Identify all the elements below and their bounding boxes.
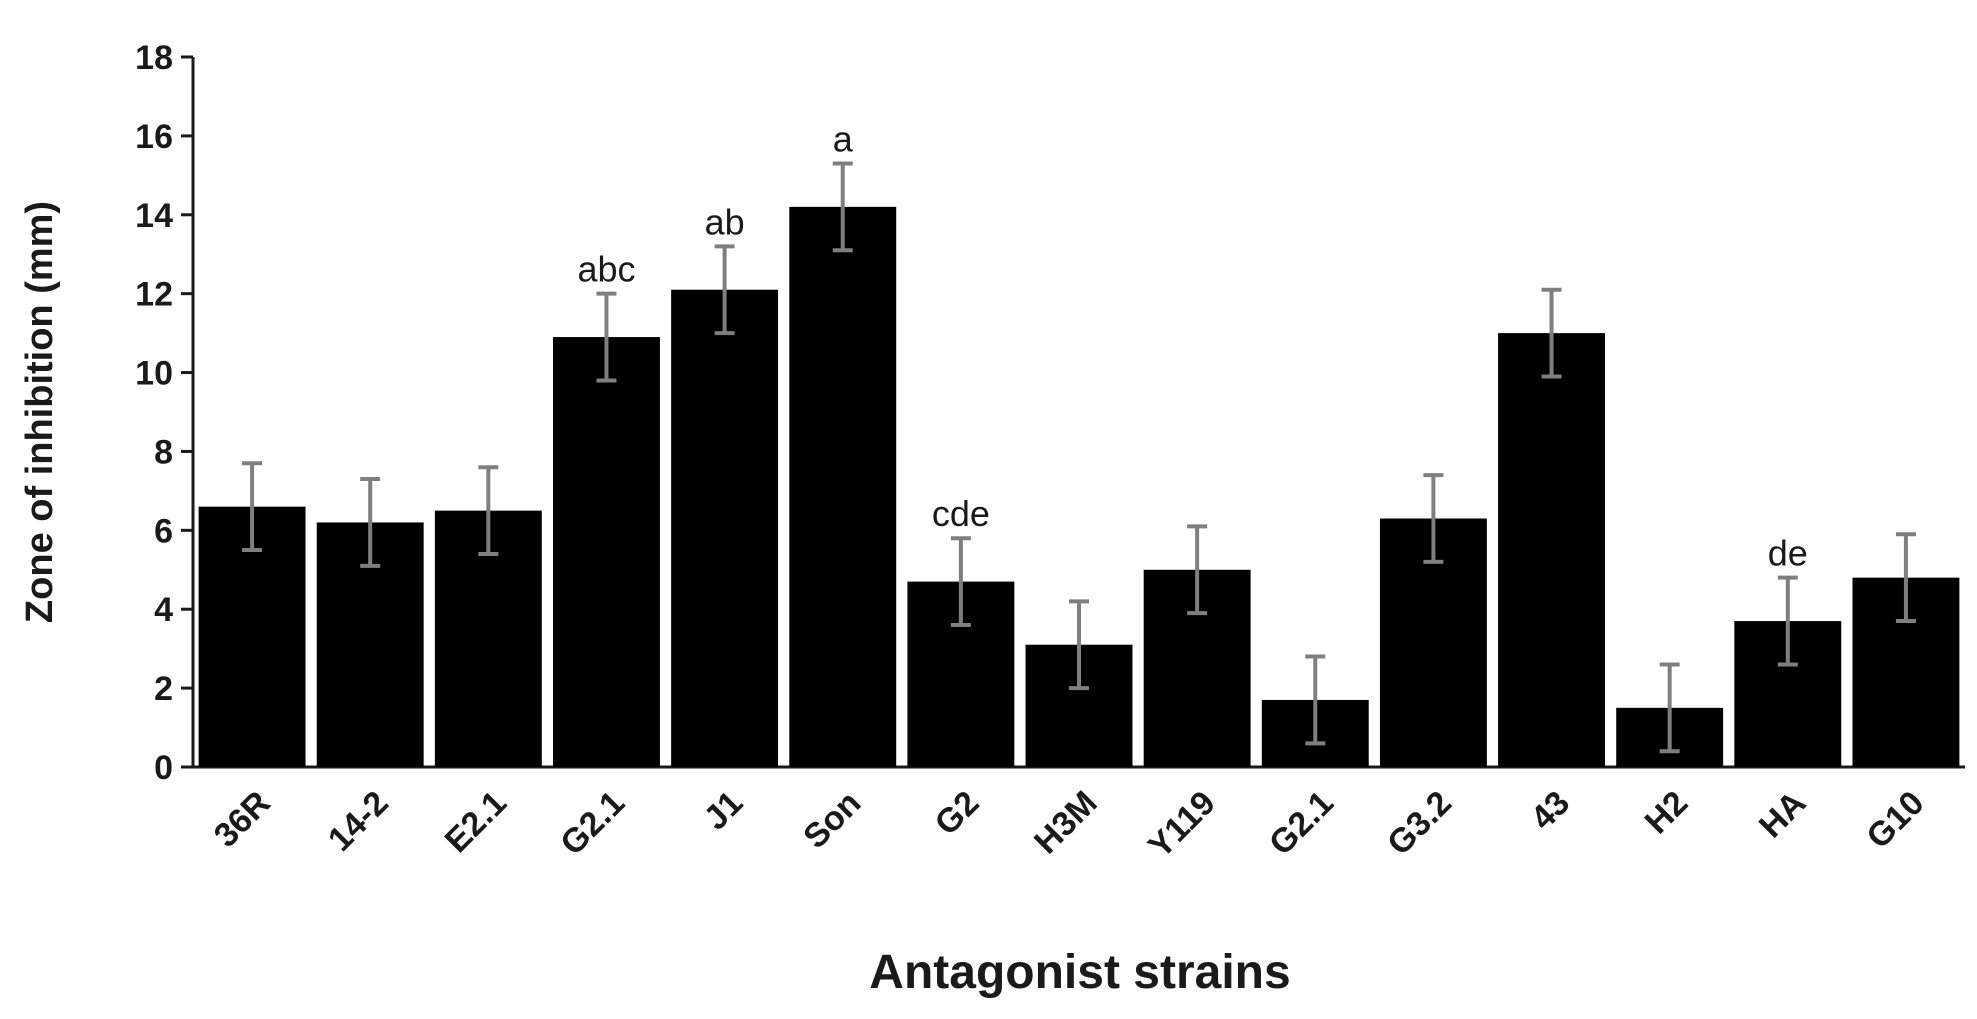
x-tick-label: Son — [796, 784, 868, 856]
x-tick-label: G3.2 — [1380, 784, 1459, 863]
y-tick-label: 18 — [135, 39, 173, 77]
x-tick-label: Y119 — [1141, 784, 1223, 866]
significance-letter: cde — [932, 493, 990, 534]
significance-letters-group: abc ab a cde de — [577, 119, 1807, 574]
x-tick-label: G2.1 — [553, 784, 632, 863]
x-tick-label: 14-2 — [321, 784, 396, 859]
y-tick-label: 10 — [135, 355, 173, 393]
bar-son — [789, 206, 897, 767]
error-bars-group — [242, 161, 1916, 754]
y-tick-label: 6 — [154, 512, 173, 550]
y-axis-title: Zone of inhibition (mm) — [19, 201, 61, 623]
significance-letter: abc — [577, 249, 635, 290]
y-tick-label: 4 — [154, 591, 173, 629]
x-tick-label: 43 — [1524, 784, 1578, 838]
y-tick-label: 0 — [154, 749, 173, 787]
x-tick-label: J1 — [697, 784, 751, 838]
x-tick-label: G2 — [928, 784, 987, 843]
x-tick-labels-group: 36R 14-2 E2.1 G2.1 J1 Son G2 H3M Y119 G2.1 G3.2 43 H… — [207, 784, 1932, 866]
bar-g2-1 — [553, 337, 660, 767]
y-tick-label: 16 — [135, 118, 173, 156]
significance-letter: ab — [705, 201, 745, 242]
bar-43 — [1498, 333, 1605, 767]
x-tick-label: 36R — [207, 784, 278, 855]
y-tick-label: 14 — [135, 197, 173, 235]
x-tick-label: HA — [1752, 784, 1814, 846]
x-axis-title: Antagonist strains — [869, 946, 1290, 999]
bars-group — [198, 206, 1960, 767]
y-tick-labels-group: 0 2 4 6 8 10 12 14 16 18 — [135, 39, 173, 787]
x-tick-label: G2.1 — [1262, 784, 1341, 863]
y-tick-label: 8 — [154, 433, 173, 471]
significance-letter: a — [833, 119, 854, 160]
x-tick-label: H2 — [1638, 784, 1696, 842]
y-tick-label: 12 — [135, 276, 173, 314]
x-tick-label: E2.1 — [438, 784, 514, 860]
bar-j1 — [671, 289, 779, 767]
x-tick-label: H3M — [1027, 784, 1105, 862]
significance-letter: de — [1768, 533, 1808, 574]
x-tick-label: G10 — [1859, 784, 1931, 856]
y-tick-label: 2 — [154, 670, 173, 708]
